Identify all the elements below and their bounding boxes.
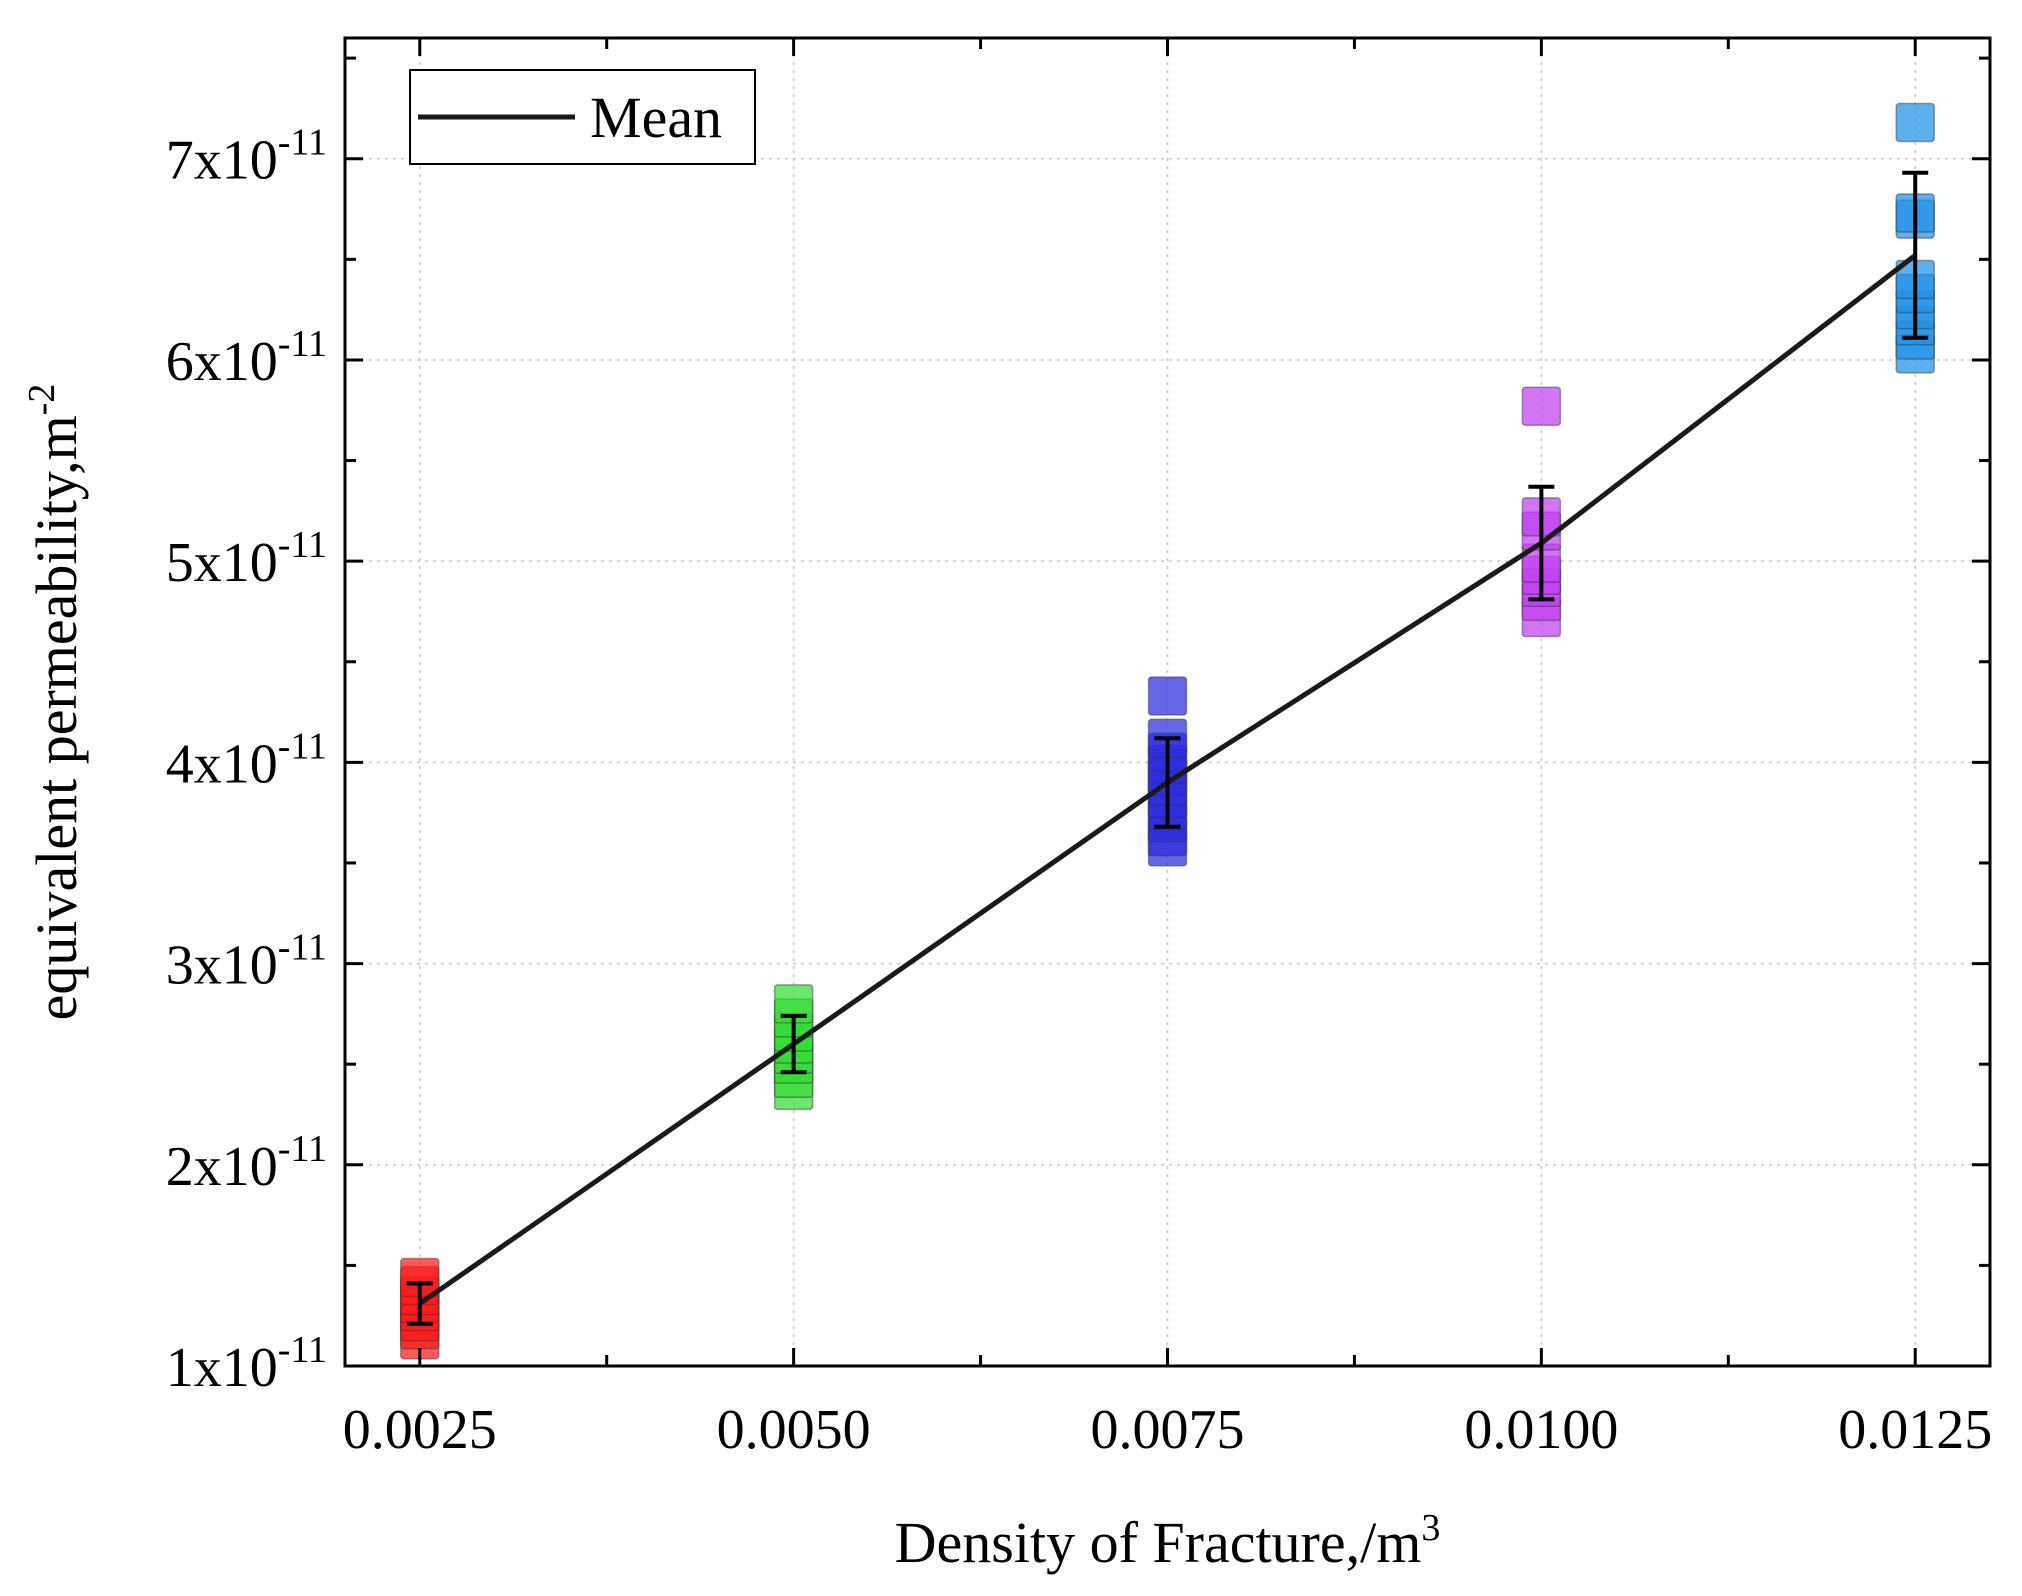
y-axis-title: equivalent permeability,m-2 xyxy=(21,384,89,1021)
x-tick-label-4: 0.0125 xyxy=(1838,1399,1992,1461)
y-tick-label-base-2: 3x10 xyxy=(166,935,278,997)
points-layer xyxy=(400,102,1935,1360)
y-axis-title-sup: -2 xyxy=(21,384,63,416)
x-axis-title: Density of Fracture,/m3 xyxy=(895,1507,1441,1575)
data-point-s2-10 xyxy=(1147,676,1188,716)
y-tick-label-exp-0: -11 xyxy=(278,1329,327,1371)
y-tick-label-exp-1: -11 xyxy=(278,1128,327,1170)
x-tick-label-3: 0.0100 xyxy=(1464,1399,1618,1461)
error-bar-4 xyxy=(1902,170,1929,340)
y-tick-label-6: 7x10-11 xyxy=(166,122,327,192)
y-tick-label-exp-2: -11 xyxy=(278,927,327,969)
legend: Mean xyxy=(409,69,756,165)
x-axis-title-sup: 3 xyxy=(1421,1507,1440,1549)
y-tick-label-base-0: 1x10 xyxy=(166,1337,278,1399)
error-bar-0 xyxy=(406,1281,433,1326)
y-tick-label-exp-5: -11 xyxy=(278,323,327,365)
data-point-s3-7 xyxy=(1521,386,1562,426)
y-tick-label-3: 4x10-11 xyxy=(166,725,327,795)
y-tick-label-2: 3x10-11 xyxy=(166,927,327,997)
y-tick-label-base-5: 6x10 xyxy=(166,331,278,393)
x-tick-label-0: 0.0025 xyxy=(343,1399,497,1461)
y-tick-label-1: 2x10-11 xyxy=(166,1128,327,1198)
x-tick-label-1: 0.0050 xyxy=(717,1399,871,1461)
y-tick-label-base-6: 7x10 xyxy=(166,130,278,192)
x-tick-label-2: 0.0075 xyxy=(1091,1399,1245,1461)
y-tick-label-exp-6: -11 xyxy=(278,122,327,164)
y-tick-label-exp-4: -11 xyxy=(278,524,327,566)
y-tick-label-base-4: 5x10 xyxy=(166,532,278,594)
data-point-s4-8 xyxy=(1895,102,1935,143)
mean-layer xyxy=(406,170,1929,1326)
ticks-layer: 0.0025 0.0050 0.0075 0.0100 0.01251x10-112x1… xyxy=(166,38,1992,1461)
error-bar-2 xyxy=(1154,736,1181,829)
y-tick-label-0: 1x10-11 xyxy=(166,1329,327,1399)
y-tick-label-5: 6x10-11 xyxy=(166,323,327,393)
y-tick-label-exp-3: -11 xyxy=(278,725,327,767)
y-tick-label-base-3: 4x10 xyxy=(166,733,278,795)
y-tick-label-4: 5x10-11 xyxy=(166,524,327,594)
y-axis-title-text: equivalent permeability,m xyxy=(24,415,89,1020)
error-bar-3 xyxy=(1528,484,1555,602)
x-axis-title-text: Density of Fracture,/m xyxy=(895,1510,1422,1575)
legend-label-mean: Mean xyxy=(590,85,722,150)
y-tick-label-base-1: 2x10 xyxy=(166,1136,278,1198)
error-bar-1 xyxy=(780,1013,807,1075)
